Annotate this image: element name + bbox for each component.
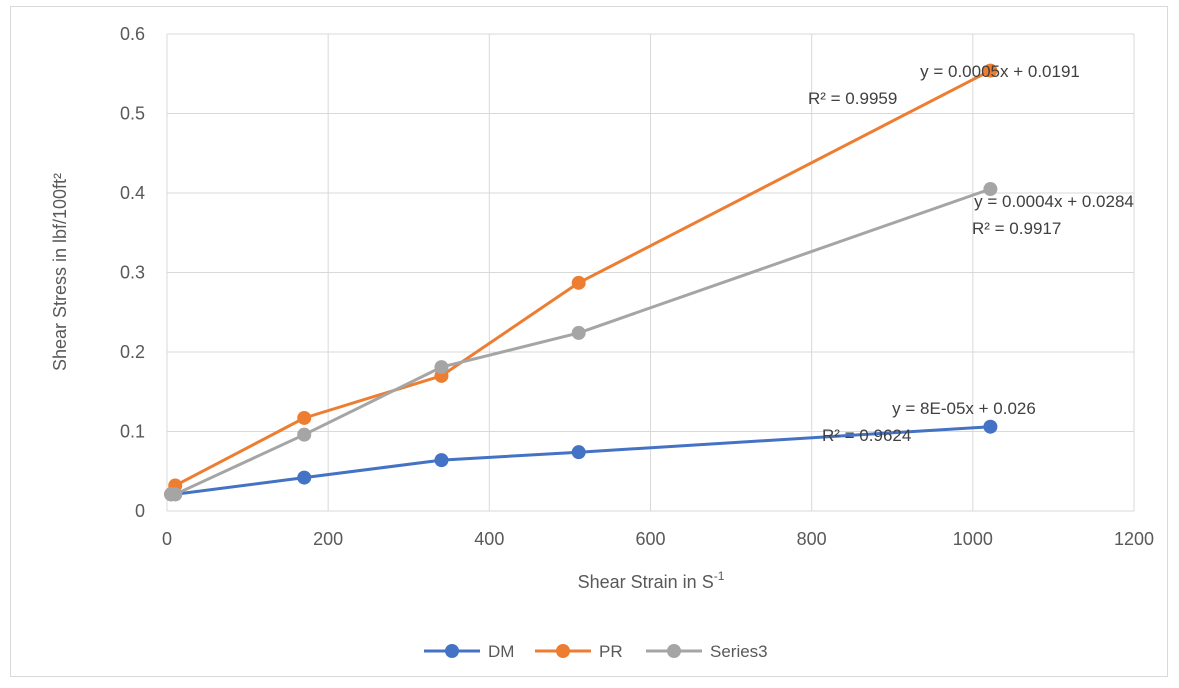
data-point[interactable] [434,360,449,375]
legend-label: PR [599,642,623,661]
data-point[interactable] [571,325,586,340]
legend-label: DM [488,642,514,661]
data-point[interactable] [983,419,998,434]
x-tick-label: 1200 [1114,529,1154,549]
chart-frame [10,6,1168,677]
y-tick-label: 0.3 [120,263,145,283]
legend-marker-swatch [556,644,570,658]
y-axis-ticks: 0 0.1 0.2 0.3 0.4 0.5 0.6 [120,24,145,521]
trendline-r-squared: R² = 0.9917 [972,219,1061,238]
x-axis-title-superscript: -1 [714,569,725,583]
data-point[interactable] [983,63,998,78]
legend: DM PR Series3 [424,642,768,661]
x-tick-label: 1000 [953,529,993,549]
y-tick-label: 0.1 [120,422,145,442]
y-axis-title: Shear Stress in lbf/100ft² [50,173,70,371]
x-tick-label: 200 [313,529,343,549]
legend-item-series3[interactable]: Series3 [646,642,768,661]
x-axis-ticks: 0 200 400 600 800 1000 1200 [162,529,1154,549]
data-point[interactable] [297,470,312,485]
legend-item-dm[interactable]: DM [424,642,514,661]
trendline-r-squared: R² = 0.9624 [822,426,911,445]
x-tick-label: 600 [635,529,665,549]
trendline-equation: y = 8E-05x + 0.026 [892,399,1036,418]
x-tick-label: 800 [797,529,827,549]
y-tick-label: 0.6 [120,24,145,44]
trendline-equation: y = 0.0004x + 0.0284 [974,192,1134,211]
legend-marker-swatch [667,644,681,658]
data-point[interactable] [297,427,312,442]
x-axis-title-text: Shear Strain in S [578,572,714,592]
data-point[interactable] [297,410,312,425]
legend-item-pr[interactable]: PR [535,642,623,661]
x-tick-label: 400 [474,529,504,549]
series-layer [164,63,998,502]
legend-label: Series3 [710,642,768,661]
trendline-equation: y = 0.0005x + 0.0191 [920,62,1080,81]
x-tick-label: 0 [162,529,172,549]
x-axis-title: Shear Strain in S-1 [578,569,725,592]
y-tick-label: 0.5 [120,104,145,124]
data-point[interactable] [434,453,449,468]
y-tick-label: 0.4 [120,183,145,203]
data-point[interactable] [983,182,998,197]
data-point[interactable] [168,487,183,502]
series-series3 [164,182,998,502]
legend-marker-swatch [445,644,459,658]
gridlines [166,33,1135,512]
trendline-r-squared: R² = 0.9959 [808,89,897,108]
data-point[interactable] [571,445,586,460]
trendline-labels: y = 0.0005x + 0.0191 R² = 0.9959 y = 0.000… [808,62,1134,445]
data-point[interactable] [571,275,586,290]
y-tick-label: 0 [135,501,145,521]
y-tick-label: 0.2 [120,342,145,362]
